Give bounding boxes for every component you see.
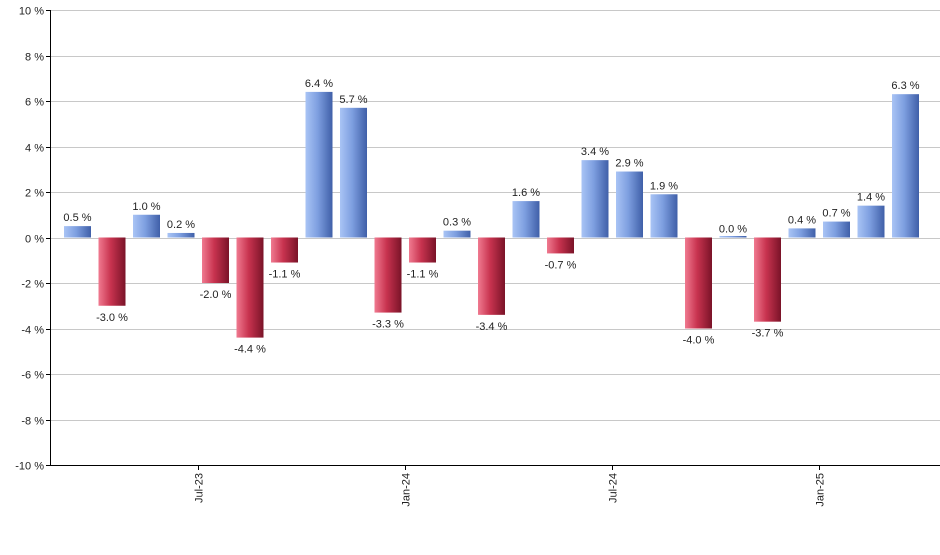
y-tick-label: 2 % <box>25 188 44 200</box>
bar-value-label: 0.2 % <box>167 219 195 231</box>
y-tick-label: 10 % <box>19 6 44 18</box>
bar-negative <box>547 237 574 254</box>
bar-value-label: 3.4 % <box>581 146 609 158</box>
bar-value-label: 6.4 % <box>305 78 333 90</box>
y-tick-label: 8 % <box>25 52 44 64</box>
bar-value-label: 5.7 % <box>339 94 367 106</box>
bar-negative <box>685 237 712 329</box>
x-axis-tick-labels: Jul-23 Jan-24 Jul-24 Jan-25 <box>194 465 827 507</box>
bar-positive <box>443 230 471 238</box>
bar-positive <box>64 226 91 238</box>
bar-positive <box>616 171 643 238</box>
bar-value-label: -3.3 % <box>372 319 404 331</box>
bar-positive <box>823 221 850 238</box>
bar-positive <box>788 228 816 238</box>
bar-positive <box>719 236 747 238</box>
bar-negative <box>98 237 126 306</box>
x-tick-label: Jan-24 <box>401 473 413 507</box>
bar-value-label: -4.4 % <box>234 344 266 356</box>
y-axis-tick-labels: -10 % -8 % -6 % -4 % -2 % 0 % 2 % 4 % 6 % 8 % 10 % <box>15 6 50 473</box>
bar-value-label: 2.9 % <box>615 158 643 170</box>
y-tick-label: 0 % <box>25 234 44 246</box>
bar-value-label: -3.4 % <box>476 321 508 333</box>
bar-value-label: -0.7 % <box>545 259 577 271</box>
bar-value-label: 0.7 % <box>822 208 850 220</box>
bar-negative <box>409 237 436 263</box>
y-tick-label: 4 % <box>25 143 44 155</box>
bar-value-label: 0.0 % <box>719 224 747 236</box>
bar-negative <box>478 237 505 315</box>
bar-value-label: 0.4 % <box>788 214 816 226</box>
bars <box>64 91 919 338</box>
y-tick-label: -2 % <box>21 279 44 291</box>
bar-value-labels: 0.5 % -3.0 % 1.0 % 0.2 % -2.0 % -4.4 % -1.1 % 6… <box>63 78 919 356</box>
y-tick-label: -10 % <box>15 461 44 473</box>
y-tick-label: -8 % <box>21 416 44 428</box>
bar-value-label: 0.3 % <box>443 217 471 229</box>
y-tick-label: -4 % <box>21 325 44 337</box>
bar-positive <box>581 160 609 238</box>
x-tick-label: Jul-23 <box>194 473 206 503</box>
bar-positive <box>650 194 678 238</box>
bar-value-label: 1.4 % <box>857 192 885 204</box>
bar-negative <box>374 237 402 313</box>
bar-value-label: 1.6 % <box>512 187 540 199</box>
bar-positive <box>892 94 919 238</box>
bar-value-label: 6.3 % <box>891 80 919 92</box>
bar-positive <box>340 107 367 238</box>
bar-negative <box>236 237 264 338</box>
bar-positive <box>305 91 333 238</box>
bar-negative <box>754 237 781 322</box>
x-tick-label: Jul-24 <box>608 473 620 503</box>
bar-negative <box>271 237 298 263</box>
bar-value-label: -3.7 % <box>752 328 784 340</box>
bar-positive <box>512 201 540 238</box>
bar-positive <box>857 205 885 238</box>
bar-value-label: -1.1 % <box>269 269 301 281</box>
bar-value-label: 0.5 % <box>63 212 91 224</box>
y-tick-label: 6 % <box>25 97 44 109</box>
bar-value-label: -1.1 % <box>407 269 439 281</box>
bar-positive <box>133 214 160 238</box>
y-tick-label: -6 % <box>21 370 44 382</box>
bar-value-label: -3.0 % <box>96 312 128 324</box>
bar-negative <box>202 237 229 283</box>
bar-value-label: 1.9 % <box>650 180 678 192</box>
x-tick-label: Jan-25 <box>815 473 827 507</box>
bar-value-label: -4.0 % <box>683 335 715 347</box>
bar-value-label: -2.0 % <box>200 289 232 301</box>
bar-value-label: 1.0 % <box>132 201 160 213</box>
bar-positive <box>167 232 195 238</box>
